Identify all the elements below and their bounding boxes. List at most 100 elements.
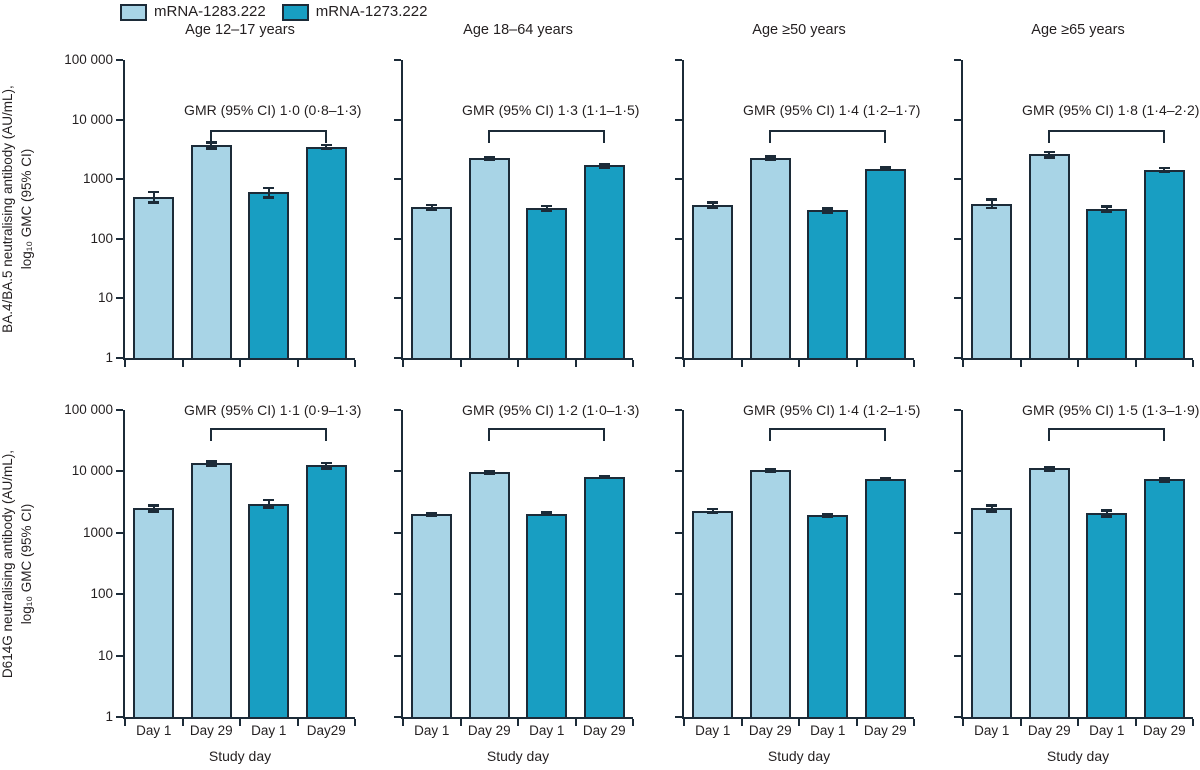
- y-axis: [123, 410, 125, 719]
- error-bar-cap: [426, 514, 438, 518]
- y-tick: [394, 470, 401, 473]
- gmr-label: GMR (95% CI) 1·5 (1·3–1·9): [1022, 402, 1200, 418]
- error-bar-line: [325, 144, 328, 149]
- y-tick: [394, 178, 401, 181]
- x-tick-label: Day 1: [136, 723, 172, 738]
- gmr-label: GMR (95% CI) 1·3 (1·1–1·5): [462, 102, 640, 118]
- bar: [692, 510, 734, 719]
- y-tick-label: 10: [97, 647, 113, 663]
- y-tick: [675, 593, 682, 596]
- gmr-bracket: [210, 428, 328, 441]
- legend-item-mrna-1283: mRNA-1283.222: [120, 3, 266, 21]
- y-tick: [675, 178, 682, 181]
- x-axis: [961, 717, 1193, 719]
- y-tick-label: 10 000: [71, 111, 113, 127]
- legend-label: mRNA-1283.222: [154, 3, 266, 20]
- x-tick: [962, 360, 964, 367]
- y-tick: [675, 237, 682, 240]
- x-tick-label: Day 29: [1027, 723, 1071, 738]
- error-bar-cap: [598, 166, 610, 169]
- error-bar-cap: [205, 464, 217, 468]
- x-tick: [124, 360, 126, 367]
- x-tick: [962, 719, 964, 726]
- y-tick: [675, 716, 682, 718]
- error-bar-cap: [1043, 156, 1055, 159]
- error-bar-line: [1048, 151, 1051, 158]
- x-tick: [913, 360, 915, 367]
- x-tick-label: Day 29: [748, 723, 792, 738]
- error-bar-line: [1048, 466, 1051, 471]
- error-bar-cap: [598, 476, 610, 480]
- error-bar-line: [210, 142, 213, 149]
- bar: [864, 168, 906, 360]
- x-tick: [855, 360, 858, 367]
- x-tick-label: Day 1: [414, 723, 450, 738]
- error-bar-cap: [320, 147, 332, 151]
- legend: mRNA-1283.222 mRNA-1273.222: [120, 3, 427, 21]
- x-tick: [740, 719, 743, 726]
- error-bar-cap: [822, 515, 834, 518]
- error-bar-cap: [205, 147, 217, 150]
- x-tick: [459, 719, 462, 726]
- y-tick: [675, 118, 682, 121]
- x-tick: [913, 719, 915, 726]
- y-axis-title-line: BA.4/BA.5 neutralising antibody (AU/mL),: [0, 85, 15, 333]
- x-tick: [1192, 360, 1194, 367]
- y-tick: [675, 59, 682, 61]
- error-bar-cap: [426, 512, 438, 515]
- x-tick: [798, 360, 800, 367]
- error-bar-line: [545, 205, 548, 211]
- y-tick: [954, 357, 961, 359]
- y-tick: [675, 531, 682, 534]
- error-bar-cap: [320, 143, 332, 147]
- bar: [305, 146, 347, 360]
- y-tick: [675, 297, 682, 300]
- gmr-bracket: [1048, 428, 1166, 441]
- x-tick: [1077, 719, 1079, 726]
- y-tick: [116, 237, 123, 240]
- gmr-label: GMR (95% CI) 1·2 (1·0–1·3): [462, 402, 640, 418]
- error-bar-line: [1105, 510, 1108, 517]
- error-bar-cap: [541, 513, 553, 517]
- x-tick: [1134, 719, 1137, 726]
- y-axis: [682, 410, 684, 719]
- x-axis-title: Study day: [486, 748, 550, 764]
- error-bar-cap: [986, 504, 998, 507]
- x-axis: [961, 358, 1193, 360]
- panel-title: Age ≥65 years: [1031, 22, 1125, 38]
- y-tick-label: 1: [105, 350, 113, 365]
- legend-item-mrna-1273: mRNA-1273.222: [281, 3, 427, 21]
- x-tick-label: Day 29: [189, 723, 233, 738]
- y-tick: [116, 716, 123, 718]
- y-tick: [394, 59, 401, 61]
- gmr-bracket: [488, 130, 606, 143]
- error-bar-cap: [707, 511, 719, 514]
- error-bar-line: [1163, 167, 1166, 172]
- error-bar-cap: [541, 204, 553, 208]
- error-bar-cap: [1043, 150, 1055, 154]
- y-tick: [394, 409, 401, 411]
- y-tick: [954, 531, 961, 534]
- error-bar-cap: [822, 207, 834, 210]
- error-bar-line: [711, 202, 714, 208]
- y-tick: [954, 470, 961, 473]
- error-bar-cap: [879, 166, 891, 169]
- error-bar-cap: [320, 461, 332, 465]
- error-bar-line: [325, 462, 328, 469]
- bar: [749, 158, 791, 360]
- error-bar-cap: [986, 206, 998, 210]
- error-bar-cap: [1043, 469, 1055, 472]
- y-tick: [116, 59, 123, 61]
- error-bar-cap: [263, 498, 275, 502]
- y-tick: [954, 716, 961, 718]
- y-tick: [954, 409, 961, 411]
- y-tick: [675, 357, 682, 359]
- x-axis: [682, 358, 914, 360]
- y-tick-label: 100 000: [64, 402, 113, 417]
- bar: [526, 513, 568, 719]
- error-bar-cap: [1101, 509, 1113, 512]
- bar: [133, 197, 175, 360]
- error-bar-cap: [598, 162, 610, 166]
- legend-swatch-mrna-1273: [281, 3, 309, 21]
- x-tick: [855, 719, 858, 726]
